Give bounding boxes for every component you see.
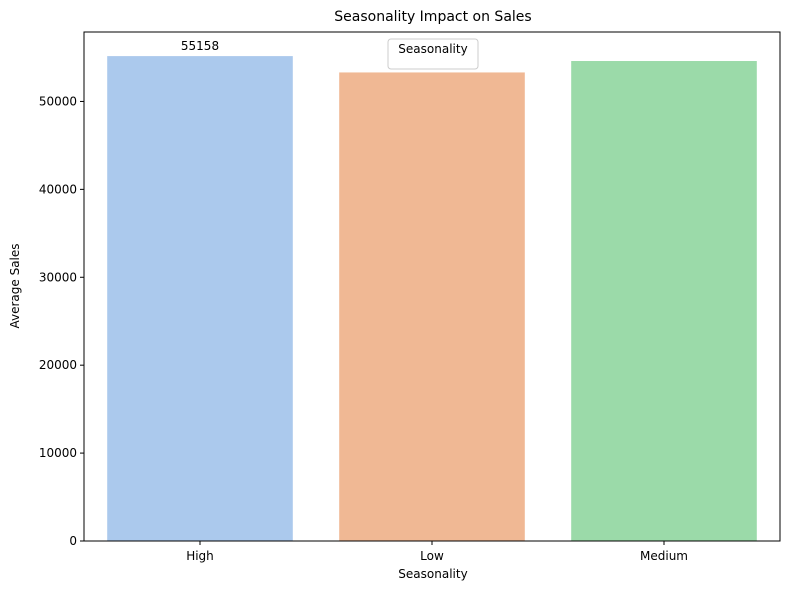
x-tick-label: Low <box>420 549 444 563</box>
x-axis-label: Seasonality <box>398 567 467 581</box>
x-tick-label: Medium <box>640 549 688 563</box>
plot-area: High 55158 Low Medium 0 10000 20000 30000 40000 5… <box>39 39 757 563</box>
bar-high <box>107 56 293 541</box>
axes-frame <box>83 31 781 542</box>
legend-title: Seasonality <box>398 42 467 56</box>
bar-low <box>339 72 525 541</box>
y-axis-label: Average Sales <box>8 243 22 328</box>
y-tick-label: 40000 <box>39 182 77 196</box>
chart-title: Seasonality Impact on Sales <box>334 9 531 25</box>
bar-medium <box>571 61 757 541</box>
legend-box <box>387 38 479 70</box>
x-tick-label: High <box>186 549 214 563</box>
y-tick-label: 50000 <box>39 94 77 108</box>
y-tick-label: 30000 <box>39 270 77 284</box>
y-tick-label: 20000 <box>39 358 77 372</box>
data-label: 55158 <box>181 39 219 53</box>
legend: Seasonality <box>387 38 479 70</box>
y-tick-label: 0 <box>69 534 77 548</box>
y-tick-label: 10000 <box>39 446 77 460</box>
